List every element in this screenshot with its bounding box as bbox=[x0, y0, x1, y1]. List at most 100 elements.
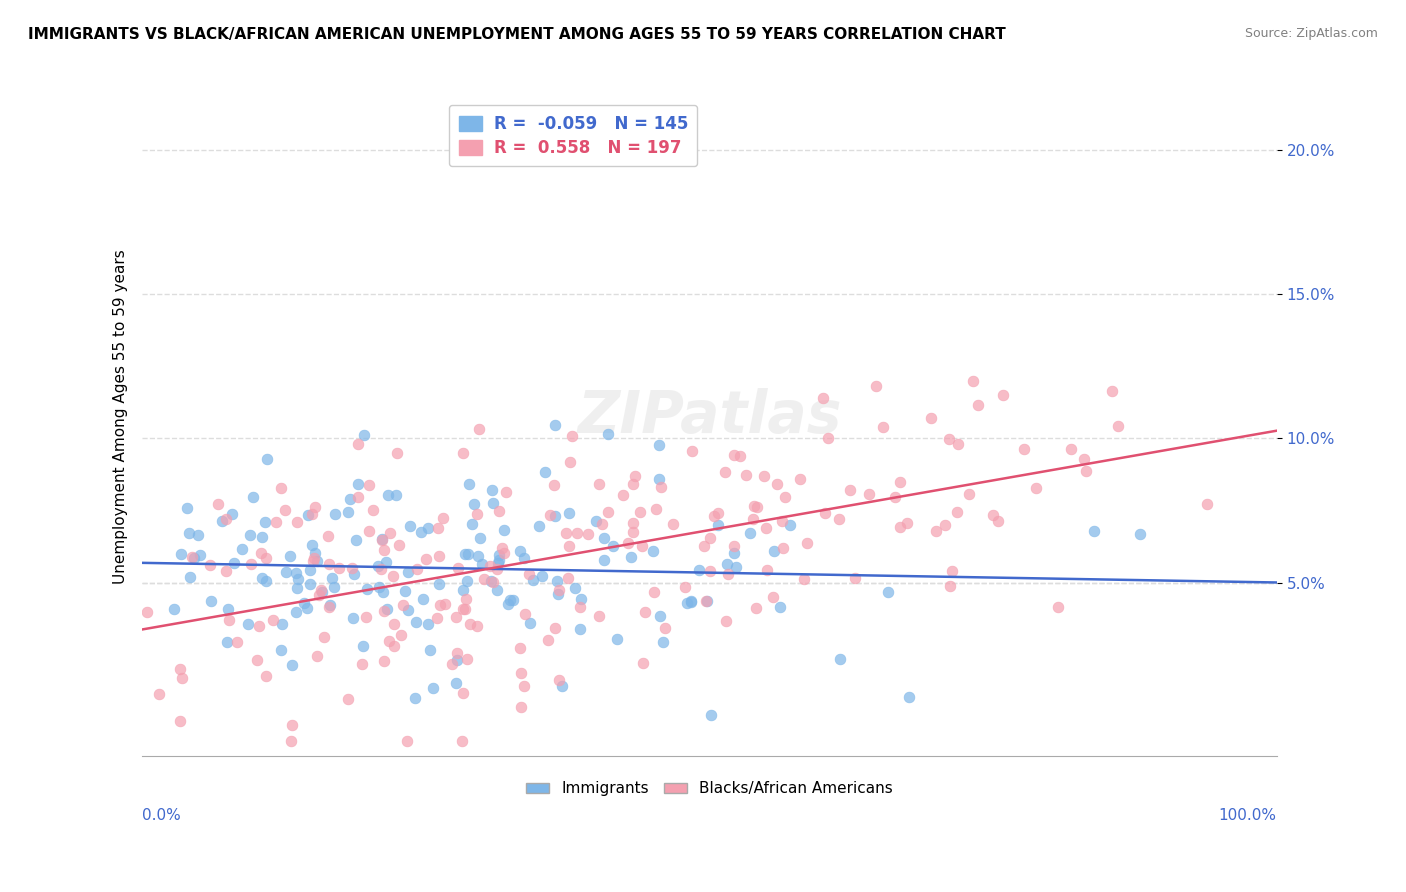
Point bbox=[169, 714, 191, 728]
Point bbox=[966, 398, 988, 412]
Point bbox=[447, 560, 470, 574]
Point bbox=[688, 563, 710, 577]
Point bbox=[412, 591, 434, 606]
Point bbox=[561, 429, 583, 443]
Point bbox=[250, 530, 273, 544]
Point bbox=[745, 601, 768, 615]
Point bbox=[347, 437, 370, 451]
Point bbox=[162, 602, 184, 616]
Point bbox=[340, 561, 363, 575]
Point bbox=[755, 521, 778, 535]
Point bbox=[426, 521, 449, 535]
Point bbox=[485, 562, 508, 576]
Point bbox=[703, 508, 725, 523]
Point bbox=[828, 652, 851, 666]
Point bbox=[1024, 481, 1046, 495]
Point bbox=[181, 549, 204, 564]
Point bbox=[352, 639, 374, 653]
Point bbox=[446, 653, 468, 667]
Point bbox=[793, 572, 815, 586]
Point bbox=[598, 505, 620, 519]
Point bbox=[547, 587, 569, 601]
Point bbox=[699, 564, 721, 578]
Point bbox=[381, 569, 404, 583]
Point bbox=[517, 566, 540, 581]
Point bbox=[1076, 464, 1098, 478]
Point bbox=[889, 520, 911, 534]
Point bbox=[318, 558, 340, 572]
Point bbox=[817, 431, 839, 445]
Point bbox=[617, 536, 640, 550]
Point bbox=[226, 635, 249, 649]
Point bbox=[844, 571, 866, 585]
Point bbox=[373, 654, 395, 668]
Point bbox=[987, 515, 1010, 529]
Point bbox=[285, 605, 308, 619]
Point bbox=[728, 449, 751, 463]
Point bbox=[285, 515, 308, 529]
Point bbox=[502, 592, 524, 607]
Point bbox=[357, 477, 380, 491]
Point bbox=[707, 517, 730, 532]
Point bbox=[318, 600, 340, 615]
Point bbox=[814, 506, 837, 520]
Point bbox=[382, 639, 405, 653]
Point bbox=[941, 564, 963, 578]
Point bbox=[543, 477, 565, 491]
Point bbox=[479, 574, 502, 588]
Y-axis label: Unemployment Among Ages 55 to 59 years: Unemployment Among Ages 55 to 59 years bbox=[114, 249, 128, 584]
Point bbox=[305, 554, 328, 568]
Point bbox=[481, 483, 503, 498]
Point bbox=[700, 708, 723, 723]
Point bbox=[576, 526, 599, 541]
Point bbox=[564, 582, 586, 596]
Point bbox=[747, 500, 769, 515]
Point bbox=[648, 438, 671, 452]
Point bbox=[681, 595, 703, 609]
Point bbox=[169, 662, 191, 676]
Point bbox=[176, 500, 198, 515]
Point bbox=[368, 580, 391, 594]
Point bbox=[356, 582, 378, 596]
Point bbox=[673, 580, 696, 594]
Point bbox=[373, 543, 395, 558]
Point bbox=[716, 557, 738, 571]
Point bbox=[357, 524, 380, 538]
Point bbox=[513, 551, 536, 566]
Point bbox=[558, 455, 581, 469]
Point bbox=[188, 548, 211, 562]
Point bbox=[304, 550, 326, 565]
Point bbox=[530, 569, 553, 583]
Point bbox=[460, 617, 482, 632]
Point bbox=[451, 686, 474, 700]
Point bbox=[278, 549, 301, 564]
Point bbox=[598, 426, 620, 441]
Point bbox=[772, 541, 794, 556]
Point bbox=[415, 552, 437, 566]
Point bbox=[631, 657, 654, 671]
Point bbox=[924, 524, 946, 538]
Point bbox=[547, 583, 569, 598]
Point bbox=[450, 734, 472, 748]
Point bbox=[135, 605, 157, 619]
Point bbox=[679, 594, 702, 608]
Point bbox=[811, 391, 834, 405]
Point bbox=[513, 679, 536, 693]
Point bbox=[342, 611, 364, 625]
Point bbox=[446, 646, 468, 660]
Point bbox=[284, 566, 307, 580]
Point bbox=[346, 491, 368, 505]
Point bbox=[426, 610, 449, 624]
Point bbox=[981, 508, 1004, 523]
Point bbox=[451, 445, 474, 459]
Point bbox=[451, 602, 474, 616]
Point bbox=[236, 616, 259, 631]
Point bbox=[353, 427, 375, 442]
Point bbox=[373, 604, 395, 618]
Point bbox=[754, 468, 776, 483]
Point bbox=[796, 536, 818, 550]
Point bbox=[634, 605, 657, 619]
Point bbox=[470, 531, 492, 545]
Point bbox=[444, 676, 467, 690]
Point bbox=[264, 515, 287, 529]
